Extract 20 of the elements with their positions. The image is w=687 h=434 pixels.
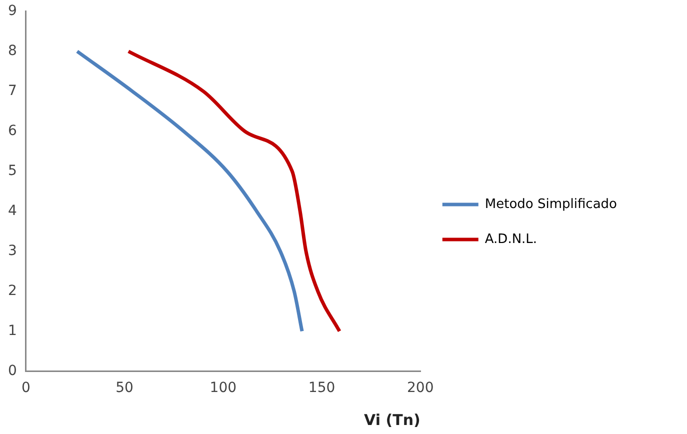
x-axis-title: Vi (Tn)	[364, 410, 420, 429]
y-tick-label: 7	[8, 82, 17, 99]
x-tick-label: 150	[308, 380, 336, 396]
x-tick-label: 100	[210, 380, 237, 396]
legend-label: Metodo Simplificado	[484, 196, 618, 212]
y-tick-label: 6	[8, 122, 17, 139]
y-tick-label: 1	[8, 322, 17, 339]
legend-label: A.D.N.L.	[484, 232, 538, 247]
y-tick-label: 0	[8, 362, 17, 379]
y-tick-label: 3	[8, 242, 17, 259]
y-tick-label: 4	[8, 202, 17, 219]
x-tick-label: 0	[21, 380, 30, 396]
x-tick-label: 50	[116, 380, 134, 396]
line-series	[75, 50, 304, 333]
y-tick-label: 9	[8, 3, 17, 20]
line-series	[126, 50, 342, 333]
y-tick-label: 2	[8, 282, 17, 299]
x-tick-label: 200	[407, 380, 434, 396]
y-tick-label: 5	[8, 162, 17, 179]
y-tick-label: 8	[8, 43, 17, 60]
